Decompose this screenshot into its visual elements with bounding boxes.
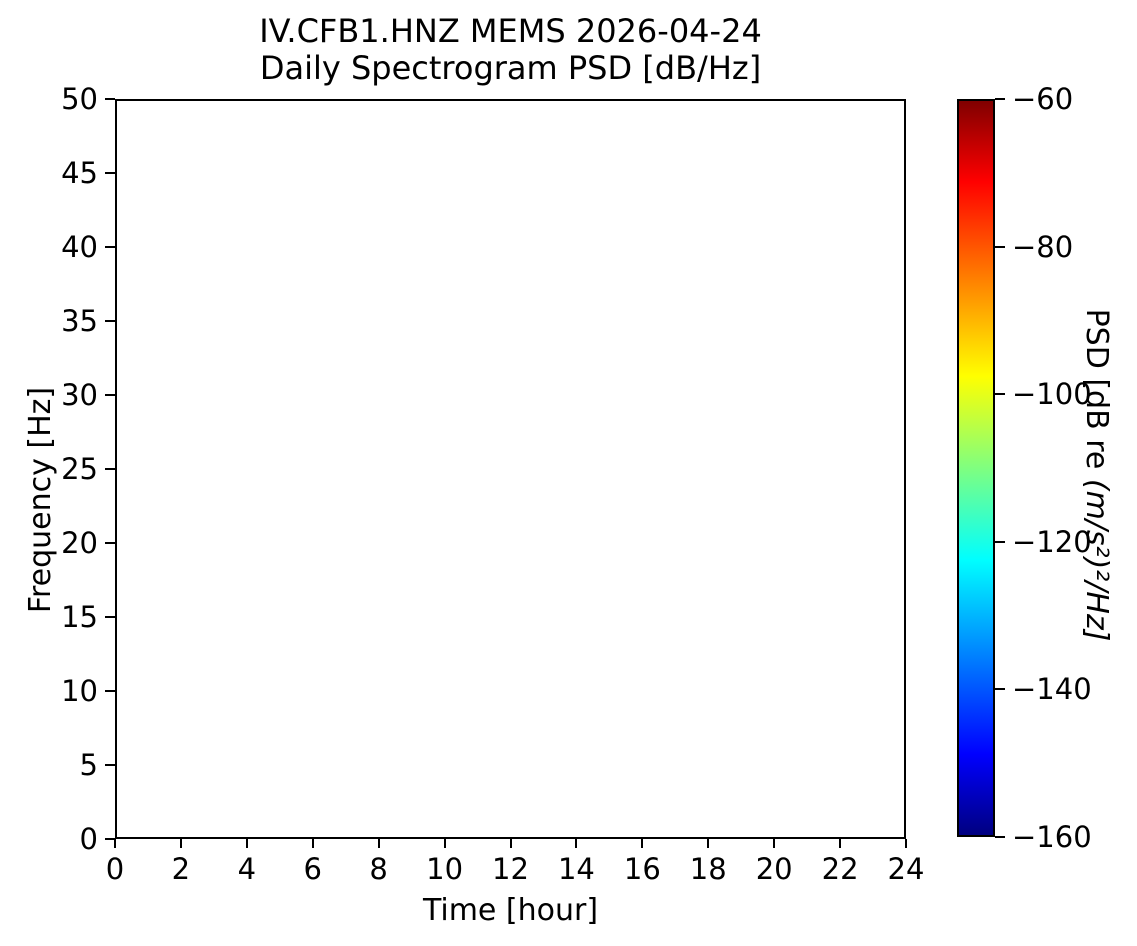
x-tick-label: 14	[557, 852, 595, 886]
y-tick-mark	[105, 394, 115, 396]
x-tick-label: 8	[369, 852, 388, 886]
y-tick-label: 5	[79, 748, 98, 782]
x-tick-label: 24	[887, 852, 925, 886]
colorbar-tick-label: −160	[1012, 820, 1092, 854]
colorbar-tick-label: −60	[1012, 82, 1074, 116]
y-tick-mark	[105, 838, 115, 840]
x-tick-mark	[377, 839, 380, 848]
y-tick-mark	[105, 764, 115, 766]
y-tick-mark	[105, 246, 115, 248]
y-tick-mark	[105, 320, 115, 322]
plot-title-line2: Daily Spectrogram PSD [dB/Hz]	[259, 49, 762, 87]
colorbar-label: PSD [dB re (m/s²)²/Hz]	[1079, 309, 1114, 642]
y-tick-label: 50	[61, 82, 98, 116]
colorbar-tick-label: −100	[1012, 377, 1092, 412]
x-tick-mark	[839, 839, 842, 848]
plot-area	[115, 99, 906, 839]
colorbar-tick-mark	[995, 540, 1005, 543]
y-tick-label: 15	[61, 600, 98, 634]
x-tick-mark	[707, 839, 710, 848]
colorbar-tick-mark	[995, 393, 1005, 396]
x-tick-label: 18	[689, 852, 727, 886]
x-tick-mark	[641, 839, 644, 848]
colorbar-tick-mark	[995, 245, 1005, 248]
plot-title-line1: IV.CFB1.HNZ MEMS 2026-04-24	[259, 12, 762, 50]
x-tick-label: 20	[755, 852, 793, 886]
x-tick-mark	[575, 839, 578, 848]
y-tick-mark	[105, 98, 115, 100]
y-tick-mark	[105, 616, 115, 618]
x-tick-mark	[245, 839, 248, 848]
x-tick-label: 2	[171, 852, 191, 886]
x-tick-mark	[905, 839, 907, 848]
colorbar	[957, 99, 995, 837]
colorbar-tick-mark	[995, 98, 1005, 100]
y-tick-label: 25	[61, 452, 98, 486]
y-tick-label: 30	[61, 378, 98, 412]
x-tick-label: 12	[492, 852, 529, 886]
x-tick-label: 0	[105, 852, 125, 886]
colorbar-tick-label: −80	[1012, 229, 1074, 264]
colorbar-tick-mark	[995, 836, 1005, 838]
x-tick-label: 16	[623, 852, 661, 886]
plot-title: IV.CFB1.HNZ MEMS 2026-04-24 Daily Spectr…	[115, 13, 906, 87]
y-tick-label: 45	[61, 156, 98, 190]
x-tick-mark	[179, 839, 182, 848]
x-tick-mark	[311, 839, 314, 848]
x-tick-mark	[509, 839, 512, 848]
y-axis-label: Frequency [Hz]	[23, 386, 58, 614]
x-tick-mark	[443, 839, 446, 848]
x-axis-label: Time [hour]	[422, 893, 599, 928]
y-tick-mark	[105, 468, 115, 470]
x-tick-label: 10	[426, 852, 464, 886]
x-tick-label: 6	[303, 852, 322, 886]
y-tick-label: 20	[61, 526, 98, 560]
y-tick-label: 35	[61, 304, 98, 338]
colorbar-label-math: (m/s²)²/Hz]	[1079, 478, 1114, 642]
colorbar-tick-label: −120	[1012, 524, 1092, 559]
x-tick-mark	[773, 839, 776, 848]
y-tick-label: 10	[61, 674, 98, 708]
y-tick-mark	[105, 690, 115, 692]
x-tick-label: 22	[821, 852, 859, 886]
y-tick-mark	[105, 542, 115, 544]
y-tick-label: 0	[79, 822, 98, 856]
x-tick-mark	[114, 839, 116, 848]
colorbar-tick-label: −140	[1012, 672, 1092, 707]
y-tick-label: 40	[61, 230, 98, 264]
x-tick-label: 4	[237, 852, 257, 886]
colorbar-tick-mark	[995, 688, 1005, 691]
y-tick-mark	[105, 172, 115, 174]
